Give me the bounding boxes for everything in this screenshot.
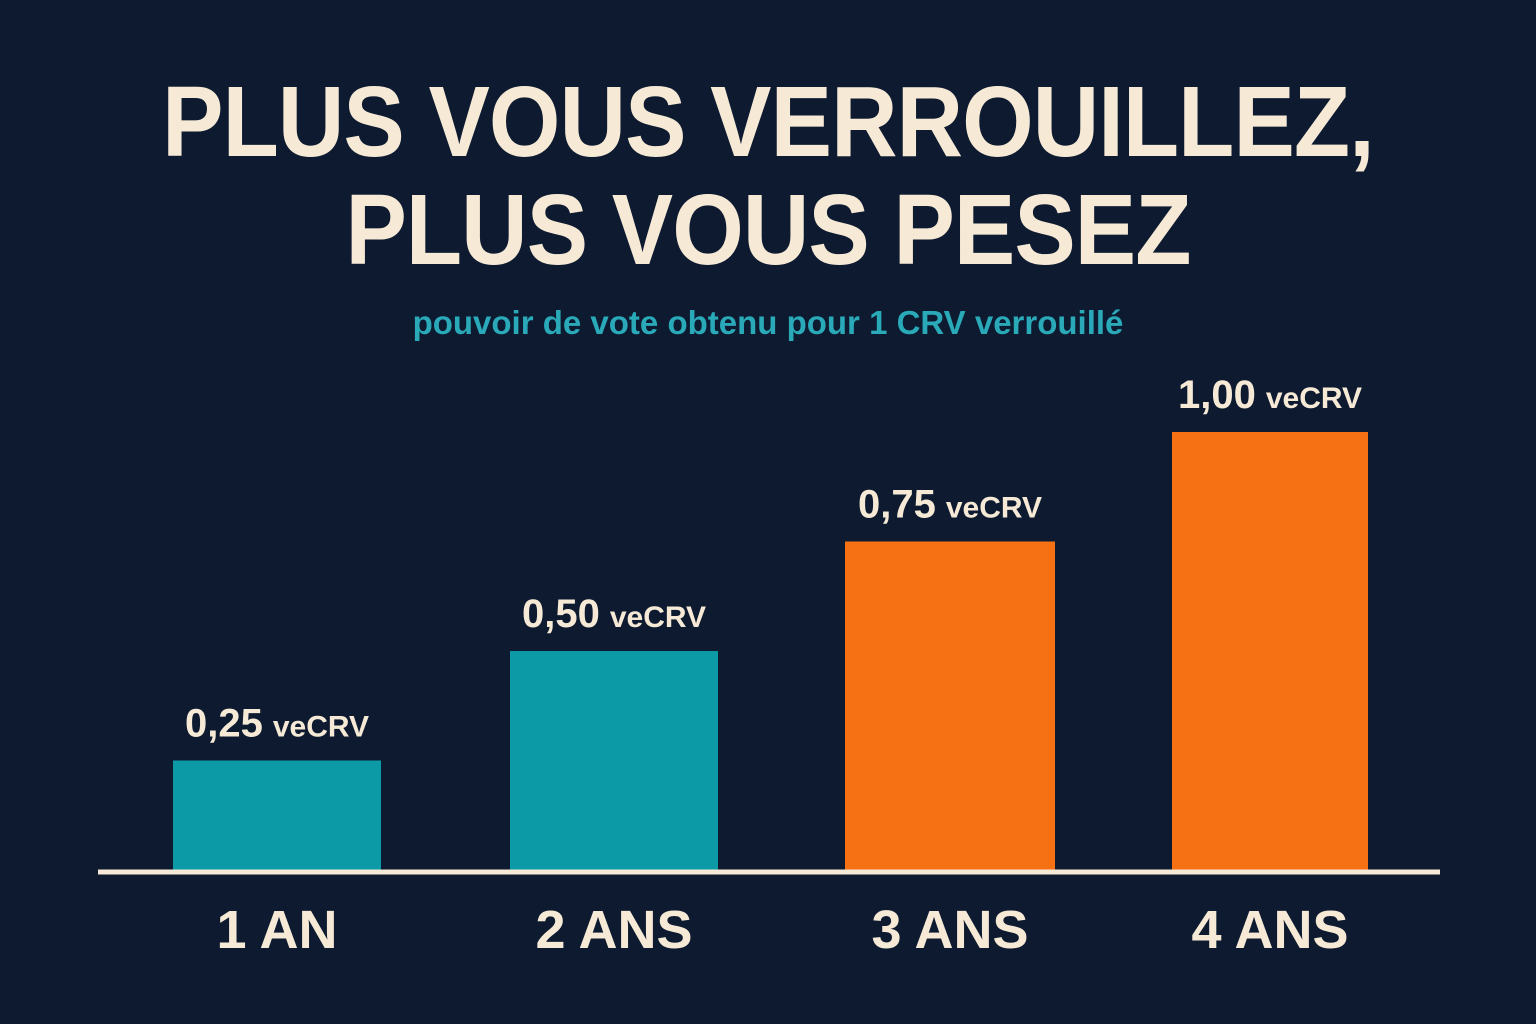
bar-1 [173,760,381,870]
data-label-value: 1,00 [1178,373,1256,417]
chart-subtitle: pouvoir de vote obtenu pour 1 CRV verrou… [412,304,1124,341]
data-label-3: 0,75 veCRV [858,483,1042,527]
data-label-value: 0,25 [185,702,263,746]
bar-2 [510,651,718,870]
data-label-value: 0,75 [858,483,936,527]
x-tick-label-2: 2 ANS [535,900,692,960]
bar-3 [845,541,1055,870]
title-line-1: PLUS VOUS VERROUILLEZ, [162,66,1375,178]
bar-4 [1172,432,1368,870]
data-label-4: 1,00 veCRV [1178,373,1362,417]
data-label-unit: veCRV [273,711,369,744]
x-tick-label-4: 4 ANS [1191,900,1348,960]
data-label-unit: veCRV [1266,382,1362,415]
x-tick-label-1: 1 AN [216,900,337,960]
data-label-unit: veCRV [610,601,706,634]
x-tick-label-3: 3 ANS [871,900,1028,960]
data-label-2: 0,50 veCRV [522,592,706,636]
data-label-value: 0,50 [522,592,600,636]
title-line-2: PLUS VOUS PESEZ [345,174,1191,286]
bars-group: 0,25 veCRV 0,50 veCRV 0,75 veCRV 1,00 veCRV [173,373,1368,870]
x-tick-labels: 1 AN 2 ANS 3 ANS 4 ANS [216,900,1348,960]
data-label-unit: veCRV [946,492,1042,525]
data-label-1: 0,25 veCRV [185,702,369,746]
